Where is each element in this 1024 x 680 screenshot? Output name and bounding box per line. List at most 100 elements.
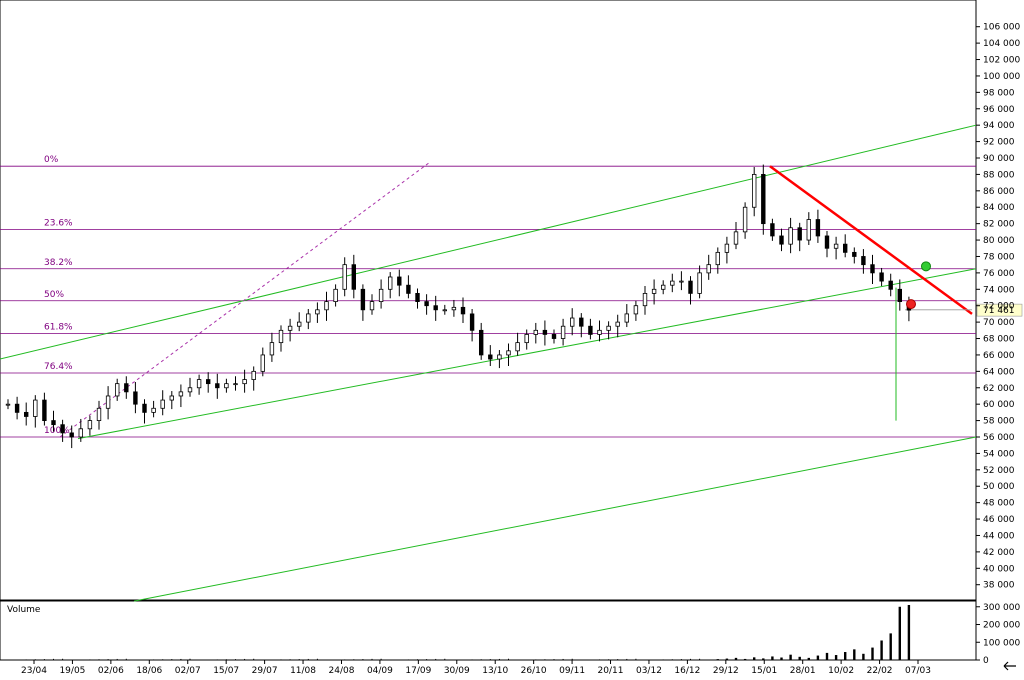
price-tick-label: 62 000 <box>983 384 1015 394</box>
date-tick-label: 04/09 <box>367 666 393 676</box>
date-tick-label: 28/01 <box>790 666 816 676</box>
price-tick-label: 56 000 <box>983 433 1015 443</box>
candle-body <box>306 313 311 323</box>
date-tick-label: 24/08 <box>329 666 355 676</box>
candle-body <box>497 354 502 360</box>
candle-body <box>96 407 102 421</box>
price-tick-label: 46 000 <box>983 515 1015 525</box>
candle-body <box>151 407 156 413</box>
channel-middle-line <box>77 268 977 440</box>
scroll-arrow-icon[interactable] <box>1003 661 1016 671</box>
candle-body <box>451 306 457 311</box>
resistance-trendline <box>769 165 973 315</box>
price-tick-label: 66 000 <box>983 351 1015 361</box>
candle-body <box>615 321 620 327</box>
candle-body <box>752 174 757 208</box>
price-tick-label: 98 000 <box>983 88 1015 98</box>
candle-body <box>460 306 466 315</box>
volume-bar <box>780 657 783 660</box>
volume-bar <box>734 657 738 660</box>
volume-bar <box>834 655 838 660</box>
candle-body <box>351 264 356 290</box>
candle-body <box>315 309 320 315</box>
fib-level-label: 76.4% <box>44 362 73 372</box>
candle-body <box>560 325 566 339</box>
candle-body <box>506 350 511 356</box>
candle-body <box>5 403 11 406</box>
candle-body <box>442 309 447 312</box>
fib-level-label: 50% <box>44 290 64 300</box>
date-tick-label: 19/05 <box>59 666 85 676</box>
price-tick-label: 78 000 <box>983 252 1015 262</box>
candle-body <box>324 301 329 311</box>
candle-body <box>78 428 83 438</box>
candle-body <box>533 329 538 335</box>
volume-bar <box>825 652 829 660</box>
candle-body <box>378 288 384 303</box>
last-price-badge <box>976 303 1023 317</box>
candle-body <box>879 272 884 282</box>
volume-tick-label: 300 000 <box>983 603 1020 613</box>
date-tick-label: 13/10 <box>482 666 508 676</box>
candle-body <box>779 235 784 245</box>
candle-body <box>679 280 684 283</box>
price-tick-label: 38 000 <box>983 581 1015 591</box>
date-tick-label: 26/10 <box>521 666 547 676</box>
price-tick-label: 50 000 <box>983 482 1015 492</box>
candle-body <box>287 325 293 331</box>
date-tick-label: 20/11 <box>598 666 624 676</box>
candle-body <box>524 334 529 344</box>
volume-bar <box>880 640 883 660</box>
candle-body <box>14 403 20 413</box>
candle-body <box>187 387 193 393</box>
candle-body <box>224 383 229 389</box>
candle-body <box>469 313 475 331</box>
date-tick-label: 29/07 <box>252 666 278 676</box>
candle-body <box>87 420 93 430</box>
date-tick-label: 15/07 <box>213 666 239 676</box>
candle-body <box>806 219 811 241</box>
candle-body <box>142 403 147 413</box>
candle-body <box>588 325 593 335</box>
candle-body <box>387 276 393 290</box>
price-tick-label: 104 000 <box>983 39 1020 49</box>
candle-body <box>23 411 29 417</box>
candle-body <box>196 379 202 389</box>
volume-label: Volume <box>7 605 41 615</box>
price-tick-label: 76 000 <box>983 269 1015 279</box>
date-tick-label: 09/11 <box>559 666 585 676</box>
fib-level-label: 61.8% <box>44 323 73 333</box>
price-tick-label: 68 000 <box>983 335 1015 345</box>
candle-body <box>406 284 411 294</box>
candle-body <box>115 383 120 397</box>
candle-body <box>488 354 493 360</box>
candle-body <box>278 329 284 344</box>
date-tick-label: 15/01 <box>751 666 777 676</box>
candle-body <box>570 317 575 327</box>
candle-body <box>269 342 275 356</box>
volume-bar <box>743 658 747 660</box>
candle-body <box>897 288 902 303</box>
candle-body <box>215 383 220 389</box>
price-tick-label: 82 000 <box>983 220 1015 230</box>
price-tick-label: 106 000 <box>983 23 1020 33</box>
candle-body <box>633 305 639 315</box>
candle-body <box>233 383 238 386</box>
volume-bar <box>816 655 820 660</box>
price-tick-label: 52 000 <box>983 466 1015 476</box>
date-tick-label: 29/12 <box>713 666 739 676</box>
candle-body <box>424 301 429 307</box>
candle-body <box>333 288 338 303</box>
volume-bar <box>853 649 856 660</box>
candle-body <box>178 391 184 397</box>
candle-body <box>761 174 766 225</box>
date-tick-label: 23/04 <box>21 666 47 676</box>
fib-level-label: 100% <box>44 426 70 436</box>
price-tick-label: 72 000 <box>983 302 1015 312</box>
volume-bar <box>862 653 865 660</box>
candle-body <box>824 235 830 249</box>
price-tick-label: 80 000 <box>983 236 1015 246</box>
volume-bar <box>762 658 765 660</box>
